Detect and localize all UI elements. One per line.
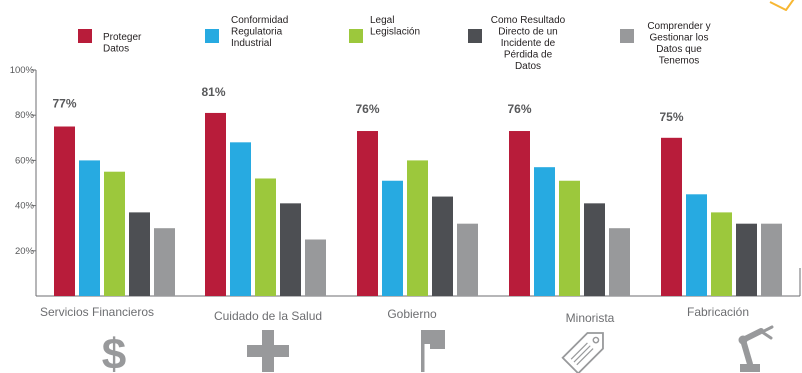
svg-text:$: $: [102, 330, 126, 373]
bar-gobierno-series-5: [457, 223, 478, 296]
bar-gobierno-series-2: [382, 180, 403, 296]
bar-group-gobierno: [357, 131, 478, 296]
bar-fabricacion-series-5: [761, 223, 782, 296]
bar-minorista-series-2: [534, 167, 555, 296]
legend-item-3: Legal Legislación: [349, 15, 420, 43]
category-label: Minorista: [566, 311, 615, 325]
bar-cuidado-de-la-salud-series-5: [305, 239, 326, 296]
robotic-arm-icon: [738, 325, 774, 372]
y-tick-label: 40%: [15, 201, 35, 212]
bar-cuidado-de-la-salud-series-4: [280, 203, 301, 296]
bar-minorista-series-3: [559, 180, 580, 296]
bar-servicios-financieros-series-5: [154, 228, 175, 296]
bar-fabricacion-series-2: [686, 194, 707, 296]
category-label: Cuidado de la Salud: [214, 309, 322, 323]
bar-cuidado-de-la-salud-series-1: [205, 112, 226, 296]
bar-cuidado-de-la-salud-series-2: [230, 142, 251, 296]
legend-label: Conformidad Regulatoria Industrial: [231, 15, 288, 49]
flag-icon: [421, 330, 445, 372]
legend-swatch: [205, 29, 219, 43]
category-labels: Servicios Financieros Cuidado de la Salud…: [40, 305, 749, 325]
legend-swatch: [620, 29, 634, 43]
legend-label: Como Resultado Directo de un Incidente de P…: [491, 15, 566, 72]
bar-fabricacion-series-1: [661, 137, 682, 296]
bar-servicios-financieros-series-2: [79, 160, 100, 296]
legend-item-5: Comprender y Gestionar los Datos que Tenemo…: [620, 21, 711, 67]
legend-swatch: [78, 29, 92, 43]
medical-cross-icon: [247, 330, 289, 372]
category-icons: $: [102, 325, 774, 373]
bar-fabricacion-series-4: [736, 223, 757, 296]
bar-gobierno-series-3: [407, 160, 428, 296]
bar-servicios-financieros-series-3: [104, 171, 125, 296]
legend-item-2: Conformidad Regulatoria Industrial: [205, 15, 288, 49]
data-label: 81%: [201, 85, 225, 99]
bar-minorista-series-5: [609, 228, 630, 296]
chart-legend: Proteger Datos Conformidad Regulatoria Indus…: [78, 15, 711, 72]
legend-swatch: [349, 29, 363, 43]
bar-group-fabricacion: [661, 137, 782, 296]
dollar-icon: $: [102, 330, 126, 373]
data-label: 76%: [355, 102, 379, 116]
bars-area: [54, 112, 782, 296]
y-tick-label: 100%: [10, 65, 35, 76]
bar-fabricacion-series-3: [711, 212, 732, 296]
price-tag-icon: [561, 332, 604, 373]
data-label: 75%: [659, 110, 683, 124]
data-label: 76%: [507, 102, 531, 116]
category-label: Servicios Financieros: [40, 305, 154, 319]
bar-cuidado-de-la-salud-series-3: [255, 178, 276, 296]
bar-gobierno-series-4: [432, 196, 453, 296]
data-labels: 77% 81% 76% 76% 75%: [52, 85, 683, 124]
legend-item-1: Proteger Datos: [78, 29, 142, 55]
category-label: Gobierno: [387, 307, 437, 321]
data-label: 77%: [52, 97, 76, 111]
partial-tag-icon: [769, 0, 795, 11]
legend-label: Comprender y Gestionar los Datos que Tenemo…: [647, 21, 710, 67]
legend-label: Proteger Datos: [103, 32, 142, 55]
y-tick-label: 20%: [15, 246, 35, 257]
bar-servicios-financieros-series-4: [129, 212, 150, 296]
bar-group-minorista: [509, 131, 630, 296]
legend-label: Legal Legislación: [370, 15, 420, 38]
legend-item-4: Como Resultado Directo de un Incidente de P…: [468, 15, 566, 72]
legend-swatch: [468, 29, 482, 43]
y-tick-label: 60%: [15, 155, 35, 166]
bar-minorista-series-1: [509, 131, 530, 296]
bar-gobierno-series-1: [357, 131, 378, 296]
bar-group-cuidado-de-la-salud: [205, 112, 326, 296]
bar-minorista-series-4: [584, 203, 605, 296]
bar-servicios-financieros-series-1: [54, 126, 75, 296]
category-label: Fabricación: [687, 305, 749, 319]
y-tick-label: 80%: [15, 110, 35, 121]
bar-group-servicios-financieros: [54, 126, 175, 296]
